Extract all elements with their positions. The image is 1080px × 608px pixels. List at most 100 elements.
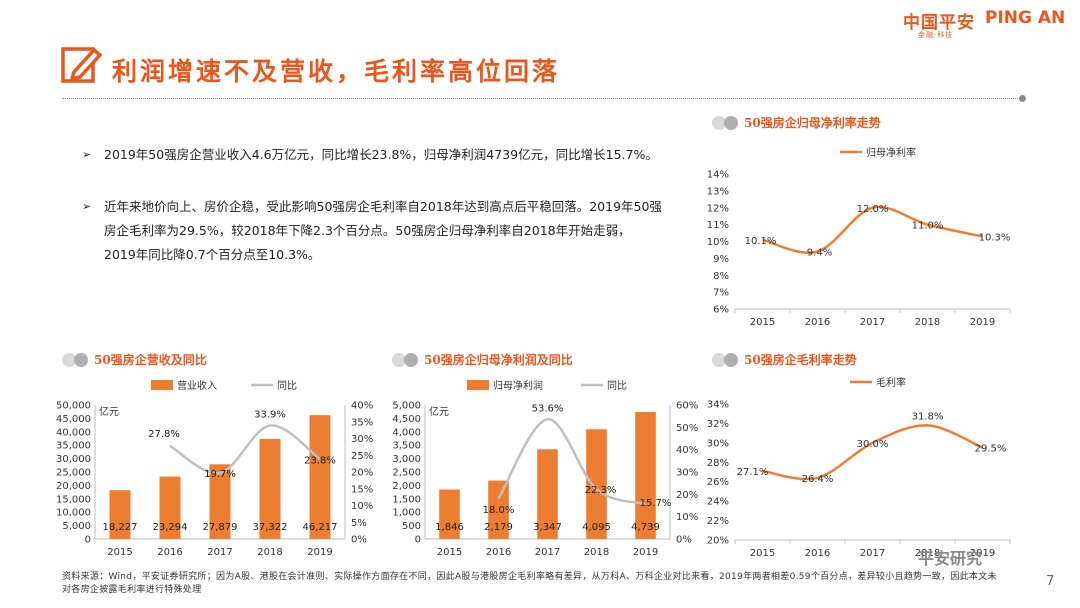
x-tick-label: 2015 [107,547,132,558]
y-tick-label: 12% [707,203,729,214]
y-tick-label: 20% [707,536,729,547]
legend-swatch-bar [467,380,489,390]
bar [109,490,131,539]
y-tick-label: 22% [707,516,729,527]
gross-margin-line-chart: 毛利率 20% 22% 24% 26% 28% 30% 32% 34% 2015 2016 2017 2… [707,376,1011,559]
series-line [762,424,984,481]
arrow-bullet-icon: ➢ [82,148,92,161]
bar-value-label: 46,217 [303,522,338,533]
chart-title: 50强房企归母净利率走势 [744,116,881,130]
x-tick-label: 2018 [584,547,609,558]
bar [537,449,558,539]
bar-value-label: 37,322 [253,522,288,533]
legend-label: 毛利率 [876,376,906,389]
title-divider-dot [1019,95,1026,102]
decor-dots-icon [712,115,742,130]
y-left-tick-label: 10,000 [56,508,91,519]
data-label: 26.4% [802,474,834,485]
chart-title: 50强房企营收及同比 [94,353,207,367]
page-number: 7 [1046,574,1055,589]
y-right-tick-label: 40% [351,401,373,412]
bullet-text: 近年来地价向上、房价企稳，受此影响50强房企毛利率自2018年达到高点后平稳回落… [104,199,662,262]
chart-header-revenue: 50强房企营收及同比 [62,351,207,368]
bar-value-label: 23,294 [153,522,188,533]
x-tick-label: 2018 [915,548,940,559]
y-tick-label: 7% [713,288,729,299]
x-tick-label: 2019 [307,547,332,558]
x-tick-label: 2018 [257,547,282,558]
x-tick-label: 2019 [970,548,995,559]
legend-label: 归母净利率 [866,146,916,159]
y-tick-label: 34% [707,400,729,411]
y-tick-label: 11% [707,220,729,231]
bar [259,438,281,539]
x-tick-label: 2016 [486,547,511,558]
bar [586,429,607,539]
bar-value-label: 27,879 [203,522,238,533]
y-left-tick-label: 0 [85,535,91,546]
y-right-tick-label: 50% [676,423,698,434]
bar [488,480,509,539]
y-right-tick-label: 40% [676,445,698,456]
data-label: 12.0% [857,204,889,215]
decor-dots-icon [62,352,92,367]
bar [439,489,460,539]
data-label: 31.8% [912,411,944,422]
bar-value-label: 3,347 [533,522,562,533]
y-left-tick-label: 40,000 [56,427,91,438]
chart-header-net-margin: 50强房企归母净利率走势 [712,114,881,131]
y-left-tick-label: 2,500 [392,468,421,479]
pencil-note-icon [60,44,102,86]
y-left-tick-label: 3,000 [392,454,421,465]
decor-dots-icon [712,352,742,367]
chart-title: 50强房企归母净利润及同比 [424,353,573,367]
growth-label: 23.8% [304,455,336,466]
y-right-tick-label: 10% [676,512,698,523]
x-tick-label: 2015 [437,547,462,558]
growth-label: 53.6% [532,403,564,414]
logo-english: PING AN [985,8,1066,28]
x-tick-label: 2016 [157,547,182,558]
y-tick-label: 9% [713,254,729,265]
source-footnote: 资料来源：Wind，平安证券研究所；因为A股、港股在会计准则、实际操作方面存在不… [62,572,997,595]
x-tick-label: 2016 [805,548,830,559]
bar-value-label: 18,227 [103,522,138,533]
data-label: 29.5% [975,444,1007,455]
y-tick-label: 8% [713,271,729,282]
data-label: 9.4% [807,248,832,259]
logo-chinese: 中国平安 [903,13,975,33]
bar-value-label: 1,846 [435,522,464,533]
net-margin-line-chart: 归母净利率 6% 7% 8% 9% 10% 11% 12% 13% 14% 2015 2016 2017… [707,146,1011,328]
x-tick-label: 2017 [860,317,885,328]
y-tick-label: 30% [707,438,729,449]
y-left-tick-label: 0 [415,535,421,546]
bar [309,415,331,539]
legend-label: 同比 [277,380,297,392]
x-tick-label: 2017 [860,548,885,559]
logo-tagline: 金融·科技 [918,31,954,39]
unit-label: 亿元 [429,405,449,418]
x-tick-label: 2017 [535,547,560,558]
y-left-tick-label: 25,000 [56,468,91,479]
y-left-tick-label: 2,000 [392,481,421,492]
bar-value-label: 4,095 [582,522,611,533]
x-tick-label: 2019 [633,547,658,558]
y-tick-label: 13% [707,186,729,197]
chart-header-gross-margin: 50强房企毛利率走势 [712,351,857,368]
growth-label: 33.9% [254,409,286,420]
y-left-tick-label: 500 [402,521,421,532]
y-left-tick-label: 4,000 [392,427,421,438]
y-right-tick-label: 20% [351,468,373,479]
y-right-tick-label: 0% [676,535,692,546]
y-tick-label: 24% [707,497,729,508]
y-left-tick-label: 20,000 [56,481,91,492]
x-tick-label: 2015 [750,548,775,559]
unit-label: 亿元 [99,405,119,418]
bar [635,411,656,539]
y-left-tick-label: 3,500 [392,441,421,452]
data-label: 10.3% [979,232,1011,243]
y-right-tick-label: 30% [676,468,698,479]
legend-label: 归母净利润 [493,379,543,392]
